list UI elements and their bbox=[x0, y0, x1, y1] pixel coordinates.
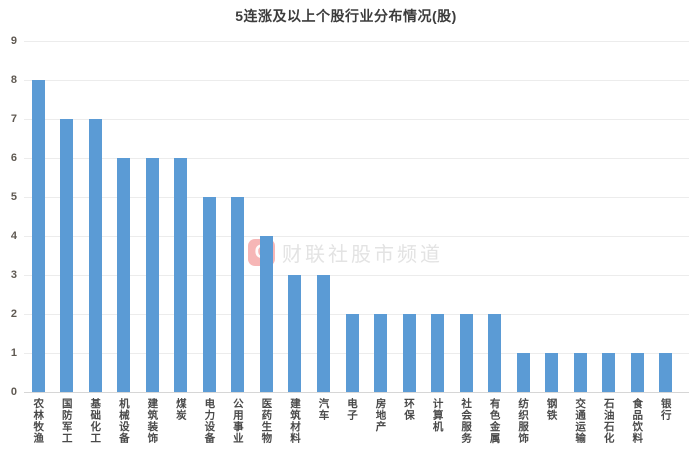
x-category-label: 钢铁 bbox=[545, 398, 558, 421]
x-category-label: 纺织服饰 bbox=[517, 398, 530, 444]
x-category-label: 电力设备 bbox=[203, 398, 216, 444]
bar bbox=[516, 353, 530, 392]
y-tick-label: 8 bbox=[10, 74, 17, 86]
bar bbox=[488, 314, 502, 392]
bar bbox=[174, 158, 188, 392]
x-category-label: 有色金属 bbox=[488, 398, 501, 444]
y-tick-label: 3 bbox=[10, 269, 17, 281]
x-category-label: 环保 bbox=[403, 398, 416, 421]
x-category-label: 建筑材料 bbox=[288, 398, 301, 444]
bar bbox=[231, 197, 245, 392]
bar bbox=[202, 197, 216, 392]
watermark: C 财联社股市频道 bbox=[248, 238, 443, 267]
bar bbox=[88, 119, 102, 392]
bar bbox=[602, 353, 616, 392]
chart-title: 5连涨及以上个股行业分布情况(股) bbox=[235, 8, 457, 24]
y-tick-label: 9 bbox=[10, 35, 17, 47]
bar bbox=[145, 158, 159, 392]
gridline bbox=[24, 80, 689, 81]
gridline bbox=[24, 41, 689, 42]
bar bbox=[459, 314, 473, 392]
x-category-label: 交通运输 bbox=[574, 398, 587, 444]
x-category-label: 国防军工 bbox=[60, 398, 73, 444]
gridline bbox=[24, 158, 689, 159]
x-category-label: 基础化工 bbox=[89, 398, 102, 444]
bar bbox=[659, 353, 673, 392]
x-category-label: 机械设备 bbox=[117, 398, 130, 444]
x-category-label: 石油石化 bbox=[602, 398, 615, 444]
y-tick-label: 6 bbox=[10, 152, 17, 164]
y-tick-label: 2 bbox=[10, 308, 17, 320]
x-category-label: 银行 bbox=[659, 398, 672, 421]
x-category-label: 计算机 bbox=[431, 398, 444, 433]
bar bbox=[316, 275, 330, 392]
x-category-label: 农林牧渔 bbox=[32, 398, 45, 444]
bar bbox=[573, 353, 587, 392]
x-category-label: 社会服务 bbox=[460, 398, 473, 444]
bar bbox=[374, 314, 388, 392]
bar bbox=[117, 158, 131, 392]
bar bbox=[31, 80, 45, 392]
x-category-label: 公用事业 bbox=[231, 398, 244, 444]
x-category-label: 建筑装饰 bbox=[146, 398, 159, 444]
bar bbox=[345, 314, 359, 392]
x-category-label: 食品饮料 bbox=[631, 398, 644, 444]
x-category-label: 电子 bbox=[346, 398, 358, 421]
gridline bbox=[24, 197, 689, 198]
watermark-label: 财联社股市频道 bbox=[282, 244, 443, 266]
gridline bbox=[24, 119, 689, 120]
bar bbox=[288, 275, 302, 392]
y-tick-label: 4 bbox=[10, 230, 17, 242]
bar bbox=[545, 353, 559, 392]
x-category-label: 房地产 bbox=[374, 398, 387, 433]
gridline bbox=[24, 275, 689, 276]
x-category-label: 煤炭 bbox=[174, 398, 187, 421]
x-category-label: 汽车 bbox=[317, 398, 330, 421]
gridline bbox=[24, 236, 689, 237]
x-axis-line bbox=[24, 392, 689, 393]
y-tick-label: 7 bbox=[10, 113, 17, 125]
y-tick-label: 5 bbox=[10, 191, 17, 203]
bar bbox=[402, 314, 416, 392]
bar bbox=[60, 119, 74, 392]
bar bbox=[630, 353, 644, 392]
y-tick-label: 1 bbox=[10, 347, 17, 359]
x-category-label: 医药生物 bbox=[260, 398, 273, 444]
bar bbox=[259, 236, 273, 392]
y-tick-label: 0 bbox=[10, 386, 17, 398]
bar bbox=[431, 314, 445, 392]
